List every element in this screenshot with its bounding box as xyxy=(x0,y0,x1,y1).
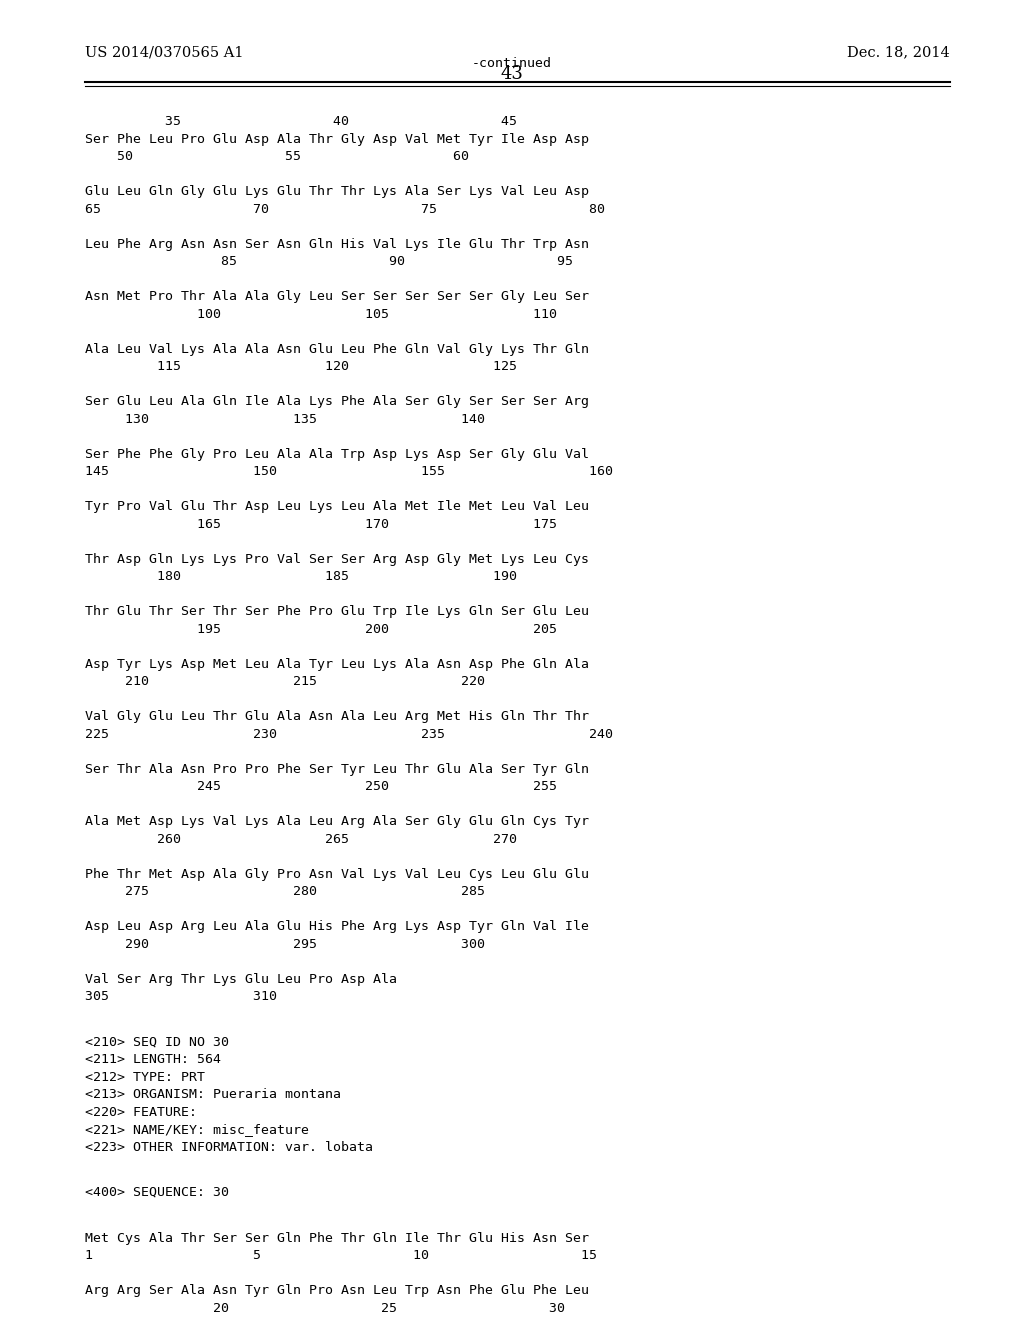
Text: 1                    5                   10                   15: 1 5 10 15 xyxy=(85,1249,597,1262)
Text: 35                   40                   45: 35 40 45 xyxy=(85,115,517,128)
Text: <400> SEQUENCE: 30: <400> SEQUENCE: 30 xyxy=(85,1185,229,1199)
Text: 85                   90                   95: 85 90 95 xyxy=(85,255,573,268)
Text: <211> LENGTH: 564: <211> LENGTH: 564 xyxy=(85,1053,221,1067)
Text: Tyr Pro Val Glu Thr Asp Leu Lys Leu Ala Met Ile Met Leu Val Leu: Tyr Pro Val Glu Thr Asp Leu Lys Leu Ala … xyxy=(85,500,589,513)
Text: 290                  295                  300: 290 295 300 xyxy=(85,937,485,950)
Text: 65                   70                   75                   80: 65 70 75 80 xyxy=(85,202,605,215)
Text: <210> SEQ ID NO 30: <210> SEQ ID NO 30 xyxy=(85,1035,229,1048)
Text: Dec. 18, 2014: Dec. 18, 2014 xyxy=(847,45,950,59)
Text: Ser Phe Phe Gly Pro Leu Ala Ala Trp Asp Lys Asp Ser Gly Glu Val: Ser Phe Phe Gly Pro Leu Ala Ala Trp Asp … xyxy=(85,447,589,461)
Text: <213> ORGANISM: Pueraria montana: <213> ORGANISM: Pueraria montana xyxy=(85,1088,341,1101)
Text: 43: 43 xyxy=(501,65,523,83)
Text: Arg Arg Ser Ala Asn Tyr Gln Pro Asn Leu Trp Asn Phe Glu Phe Leu: Arg Arg Ser Ala Asn Tyr Gln Pro Asn Leu … xyxy=(85,1284,589,1298)
Text: <212> TYPE: PRT: <212> TYPE: PRT xyxy=(85,1071,205,1084)
Text: <223> OTHER INFORMATION: var. lobata: <223> OTHER INFORMATION: var. lobata xyxy=(85,1140,373,1154)
Text: Leu Phe Arg Asn Asn Ser Asn Gln His Val Lys Ile Glu Thr Trp Asn: Leu Phe Arg Asn Asn Ser Asn Gln His Val … xyxy=(85,238,589,251)
Text: 20                   25                   30: 20 25 30 xyxy=(85,1302,565,1315)
Text: Val Ser Arg Thr Lys Glu Leu Pro Asp Ala: Val Ser Arg Thr Lys Glu Leu Pro Asp Ala xyxy=(85,973,397,986)
Text: Ala Met Asp Lys Val Lys Ala Leu Arg Ala Ser Gly Glu Gln Cys Tyr: Ala Met Asp Lys Val Lys Ala Leu Arg Ala … xyxy=(85,814,589,828)
Text: Met Cys Ala Thr Ser Ser Gln Phe Thr Gln Ile Thr Glu His Asn Ser: Met Cys Ala Thr Ser Ser Gln Phe Thr Gln … xyxy=(85,1232,589,1245)
Text: 260                  265                  270: 260 265 270 xyxy=(85,833,517,846)
Text: Asn Met Pro Thr Ala Ala Gly Leu Ser Ser Ser Ser Ser Gly Leu Ser: Asn Met Pro Thr Ala Ala Gly Leu Ser Ser … xyxy=(85,290,589,304)
Text: <221> NAME/KEY: misc_feature: <221> NAME/KEY: misc_feature xyxy=(85,1123,309,1137)
Text: Ser Thr Ala Asn Pro Pro Phe Ser Tyr Leu Thr Glu Ala Ser Tyr Gln: Ser Thr Ala Asn Pro Pro Phe Ser Tyr Leu … xyxy=(85,763,589,776)
Text: 180                  185                  190: 180 185 190 xyxy=(85,570,517,583)
Text: Asp Tyr Lys Asp Met Leu Ala Tyr Leu Lys Ala Asn Asp Phe Gln Ala: Asp Tyr Lys Asp Met Leu Ala Tyr Leu Lys … xyxy=(85,657,589,671)
Text: Thr Glu Thr Ser Thr Ser Phe Pro Glu Trp Ile Lys Gln Ser Glu Leu: Thr Glu Thr Ser Thr Ser Phe Pro Glu Trp … xyxy=(85,605,589,618)
Text: Val Gly Glu Leu Thr Glu Ala Asn Ala Leu Arg Met His Gln Thr Thr: Val Gly Glu Leu Thr Glu Ala Asn Ala Leu … xyxy=(85,710,589,723)
Text: 305                  310: 305 310 xyxy=(85,990,278,1003)
Text: -continued: -continued xyxy=(472,57,552,70)
Text: 275                  280                  285: 275 280 285 xyxy=(85,884,485,898)
Text: 50                   55                   60: 50 55 60 xyxy=(85,150,469,162)
Text: 115                  120                  125: 115 120 125 xyxy=(85,360,517,374)
Text: Asp Leu Asp Arg Leu Ala Glu His Phe Arg Lys Asp Tyr Gln Val Ile: Asp Leu Asp Arg Leu Ala Glu His Phe Arg … xyxy=(85,920,589,933)
Text: 100                  105                  110: 100 105 110 xyxy=(85,308,557,321)
Text: Glu Leu Gln Gly Glu Lys Glu Thr Thr Lys Ala Ser Lys Val Leu Asp: Glu Leu Gln Gly Glu Lys Glu Thr Thr Lys … xyxy=(85,185,589,198)
Text: Ala Leu Val Lys Ala Ala Asn Glu Leu Phe Gln Val Gly Lys Thr Gln: Ala Leu Val Lys Ala Ala Asn Glu Leu Phe … xyxy=(85,342,589,355)
Text: 145                  150                  155                  160: 145 150 155 160 xyxy=(85,465,613,478)
Text: Thr Asp Gln Lys Lys Pro Val Ser Ser Arg Asp Gly Met Lys Leu Cys: Thr Asp Gln Lys Lys Pro Val Ser Ser Arg … xyxy=(85,553,589,565)
Text: 210                  215                  220: 210 215 220 xyxy=(85,675,485,688)
Text: 225                  230                  235                  240: 225 230 235 240 xyxy=(85,727,613,741)
Text: <220> FEATURE:: <220> FEATURE: xyxy=(85,1106,197,1118)
Text: 195                  200                  205: 195 200 205 xyxy=(85,623,557,635)
Text: 130                  135                  140: 130 135 140 xyxy=(85,413,485,425)
Text: US 2014/0370565 A1: US 2014/0370565 A1 xyxy=(85,45,244,59)
Text: 165                  170                  175: 165 170 175 xyxy=(85,517,557,531)
Text: Ser Glu Leu Ala Gln Ile Ala Lys Phe Ala Ser Gly Ser Ser Ser Arg: Ser Glu Leu Ala Gln Ile Ala Lys Phe Ala … xyxy=(85,395,589,408)
Text: Ser Phe Leu Pro Glu Asp Ala Thr Gly Asp Val Met Tyr Ile Asp Asp: Ser Phe Leu Pro Glu Asp Ala Thr Gly Asp … xyxy=(85,132,589,145)
Text: 245                  250                  255: 245 250 255 xyxy=(85,780,557,793)
Text: Phe Thr Met Asp Ala Gly Pro Asn Val Lys Val Leu Cys Leu Glu Glu: Phe Thr Met Asp Ala Gly Pro Asn Val Lys … xyxy=(85,867,589,880)
